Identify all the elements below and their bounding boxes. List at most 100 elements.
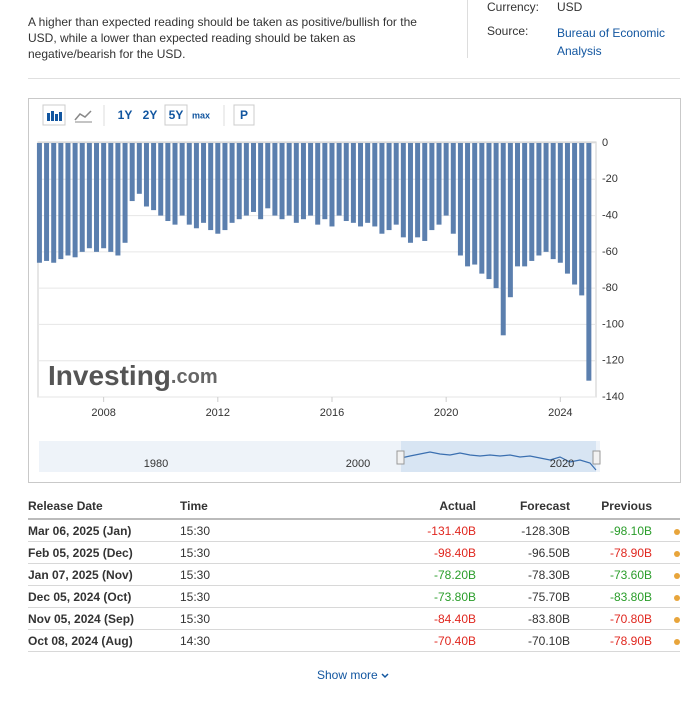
watermark-brand: Investing — [48, 360, 171, 391]
bar — [422, 143, 428, 241]
bar — [286, 143, 292, 216]
status-dot — [674, 594, 680, 601]
table-cell: -75.70B — [476, 585, 570, 608]
bar — [222, 143, 228, 231]
range-button[interactable]: 1Y — [118, 108, 133, 122]
y-tick-label: -40 — [602, 209, 618, 221]
table-cell: -73.80B — [330, 585, 476, 608]
bar — [36, 143, 42, 263]
show-more-label[interactable]: Show more — [317, 668, 378, 682]
source-link[interactable]: Bureau of Economic Analysis — [557, 26, 666, 58]
table-cell: -98.10B — [570, 519, 652, 542]
bar — [293, 143, 299, 223]
bar — [386, 143, 392, 231]
bar — [250, 143, 256, 212]
currency-value: USD — [557, 0, 583, 14]
bar — [158, 143, 164, 216]
bar — [65, 143, 71, 256]
table-cell: 15:30 — [180, 519, 330, 542]
table-cell: Nov 05, 2024 (Sep) — [28, 607, 180, 630]
bar — [429, 143, 435, 231]
bar — [151, 143, 157, 211]
bar — [536, 143, 542, 256]
table-cell: Mar 06, 2025 (Jan) — [28, 519, 180, 542]
range-button[interactable]: 5Y — [169, 108, 184, 122]
status-dot — [674, 616, 680, 623]
bar — [550, 143, 556, 260]
table-cell: 15:30 — [180, 563, 330, 586]
bar — [51, 143, 57, 263]
table-cell: 14:30 — [180, 629, 330, 652]
chart: 0 -20 -40 -60 -80 -100 -120 -140 2008 2012 2016 202… — [36, 104, 624, 472]
bar — [193, 143, 199, 229]
table-cell: -131.40B — [330, 519, 476, 542]
bar — [215, 143, 221, 234]
bar — [564, 143, 570, 274]
bar — [372, 143, 378, 227]
column-header: Time — [180, 494, 330, 520]
bar — [543, 143, 549, 252]
navigator-handle[interactable] — [592, 450, 601, 465]
divider — [467, 0, 468, 58]
range-button[interactable]: 2Y — [143, 108, 158, 122]
chevron — [381, 673, 389, 679]
show-more[interactable]: Show more — [317, 668, 389, 682]
table-cell: -128.30B — [476, 519, 570, 542]
watermark-suffix: .com — [171, 366, 218, 388]
bar — [308, 143, 314, 216]
bar — [557, 143, 563, 263]
intro-text: A higher than expected reading should be… — [28, 15, 417, 61]
bar — [72, 143, 78, 258]
status-cell — [652, 607, 680, 630]
bar — [393, 143, 399, 225]
bar — [529, 143, 535, 261]
status-cell — [652, 563, 680, 586]
navigator — [39, 441, 601, 472]
bar — [101, 143, 107, 249]
navigator-selection[interactable] — [401, 441, 596, 472]
table-row: Nov 05, 2024 (Sep) 15:30 -84.40B -83.80B -70… — [28, 607, 680, 630]
bar — [443, 143, 449, 216]
y-tick-label: -100 — [602, 318, 624, 330]
bar — [379, 143, 385, 234]
status-dot — [674, 528, 680, 535]
x-tick-label: 2012 — [206, 407, 230, 419]
bar — [329, 143, 335, 227]
bar — [172, 143, 178, 225]
bar — [115, 143, 121, 256]
chart-box — [28, 98, 681, 483]
navigator-label: 2020 — [550, 458, 574, 470]
bar — [343, 143, 349, 222]
bar — [522, 143, 528, 267]
table-cell: -78.90B — [570, 629, 652, 652]
bar — [201, 143, 207, 223]
y-tick-label: -60 — [602, 246, 618, 258]
table-cell: Oct 08, 2024 (Aug) — [28, 629, 180, 652]
bar — [122, 143, 128, 243]
column-header-spacer — [652, 494, 680, 520]
range-button[interactable]: max — [192, 110, 210, 120]
p-button[interactable]: P — [240, 108, 248, 122]
y-tick-label: -140 — [602, 391, 624, 403]
status-cell — [652, 541, 680, 564]
table-cell: -98.40B — [330, 541, 476, 564]
bar — [272, 143, 278, 216]
navigator-handle[interactable] — [396, 450, 405, 465]
column-header: Previous — [570, 494, 652, 520]
table-cell: 15:30 — [180, 585, 330, 608]
bar — [350, 143, 356, 223]
bar — [322, 143, 328, 220]
watermark: Investing.com — [48, 360, 218, 391]
line-chart-button[interactable] — [74, 110, 92, 121]
currency-label: Currency: — [487, 0, 540, 14]
table-cell: -83.80B — [570, 585, 652, 608]
table-cell: Dec 05, 2024 (Oct) — [28, 585, 180, 608]
bar — [243, 143, 249, 216]
status-cell — [652, 629, 680, 652]
column-header: Forecast — [476, 494, 570, 520]
bar — [365, 143, 371, 223]
table-cell: -78.30B — [476, 563, 570, 586]
history-table: Release Date Time Actual Forecast Previous M… — [28, 494, 680, 652]
table-cell: -78.20B — [330, 563, 476, 586]
